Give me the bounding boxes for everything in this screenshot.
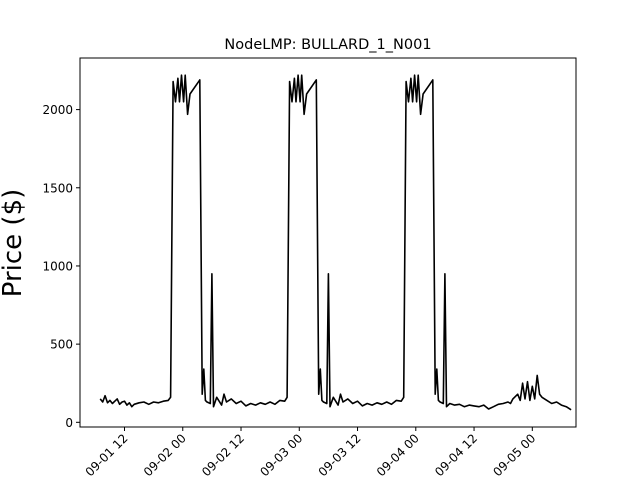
x-tick-label: 09-04 00 — [374, 431, 422, 479]
y-tick-label: 2000 — [42, 103, 73, 117]
x-tick-label: 09-04 12 — [432, 431, 480, 479]
y-tick-label: 500 — [50, 338, 73, 352]
plot-area — [99, 74, 572, 411]
x-tick-label: 09-05 00 — [490, 431, 538, 479]
x-tick-label: 09-03 12 — [316, 431, 364, 479]
plot-frame — [79, 57, 577, 428]
y-tick-label: 1500 — [42, 181, 73, 195]
x-tick-label: 09-01 12 — [83, 431, 131, 479]
x-tick-label: 09-02 00 — [141, 431, 189, 479]
x-tick-label: 09-02 12 — [199, 431, 247, 479]
y-tick-label: 1000 — [42, 259, 73, 273]
axis-ticks: 0 500 1000 1500 2000 09-01 12 09-02 00 09-02 12… — [42, 103, 538, 479]
y-tick-label: 0 — [65, 416, 73, 430]
series-line — [99, 74, 572, 411]
chart-title: NodeLMP: BULLARD_1_N001 — [224, 37, 431, 53]
x-tick-label: 09-03 00 — [257, 431, 305, 479]
y-axis-label: Price ($) — [0, 189, 28, 298]
